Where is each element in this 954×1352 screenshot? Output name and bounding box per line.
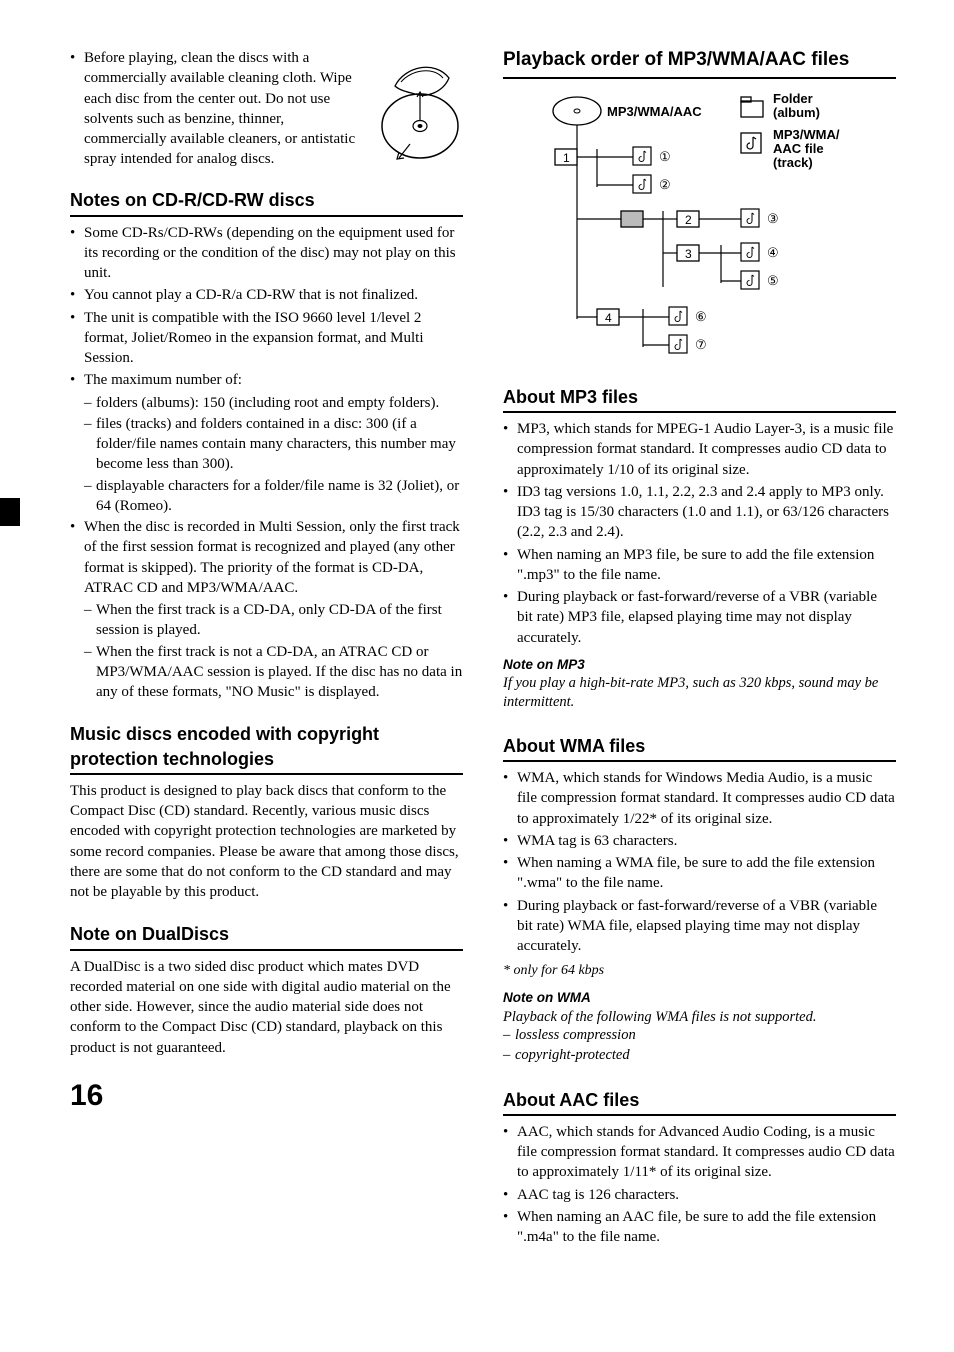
sub-bullet: –When the first track is not a CD-DA, an… [70, 642, 463, 703]
right-column: Playback order of MP3/WMA/AAC files MP3/… [503, 48, 896, 1249]
svg-text:2: 2 [685, 213, 692, 227]
sub-bullet: –files (tracks) and folders contained in… [70, 414, 463, 475]
note-list-item: –copyright-protected [503, 1046, 896, 1066]
svg-text:⑥: ⑥ [695, 309, 707, 324]
svg-text:MP3/WMA/AAC: MP3/WMA/AAC [607, 104, 702, 119]
bullet-item: •MP3, which stands for MPEG-1 Audio Laye… [503, 419, 896, 480]
page-number: 16 [70, 1076, 463, 1117]
svg-text:④: ④ [767, 245, 779, 260]
bullet-item: •AAC, which stands for Advanced Audio Co… [503, 1122, 896, 1183]
bullet-item: •When naming an AAC file, be sure to add… [503, 1207, 896, 1248]
footnote: * only for 64 kbps [503, 962, 896, 981]
bullet-marker: • [70, 48, 84, 170]
body-paragraph: This product is designed to play back di… [70, 781, 463, 903]
svg-text:③: ③ [767, 211, 779, 226]
svg-text:3: 3 [685, 247, 692, 261]
svg-text:Folder: Folder [773, 91, 813, 106]
note-body: If you play a high-bit-rate MP3, such as… [503, 674, 896, 712]
disc-wipe-icon [377, 48, 463, 174]
heading-aac: About AAC files [503, 1088, 896, 1116]
svg-text:MP3/WMA/: MP3/WMA/ [773, 127, 840, 142]
bullet-item: •You cannot play a CD-R/a CD-RW that is … [70, 285, 463, 305]
bullet-item: •When the disc is recorded in Multi Sess… [70, 517, 463, 598]
bullet-item: •The maximum number of: [70, 370, 463, 390]
heading-playback-order: Playback order of MP3/WMA/AAC files [503, 48, 896, 79]
bullet-item: • Before playing, clean the discs with a… [70, 48, 367, 170]
sub-bullet: –displayable characters for a folder/fil… [70, 476, 463, 517]
bullet-item: •WMA tag is 63 characters. [503, 831, 896, 851]
side-tab [0, 498, 20, 526]
note-list-item: –lossless compression [503, 1026, 896, 1046]
svg-text:⑤: ⑤ [767, 273, 779, 288]
svg-text:1: 1 [563, 151, 570, 165]
body-paragraph: A DualDisc is a two sided disc product w… [70, 957, 463, 1058]
svg-text:4: 4 [605, 311, 612, 325]
heading-copyright: Music discs encoded with copyright prote… [70, 722, 463, 775]
bullet-item: •During playback or fast-forward/reverse… [503, 896, 896, 957]
note-heading: Note on WMA [503, 989, 896, 1007]
left-column: • Before playing, clean the discs with a… [70, 48, 463, 1249]
playback-order-diagram: MP3/WMA/AAC Folder (album) MP3/WMA/ AAC … [525, 89, 896, 363]
heading-mp3: About MP3 files [503, 385, 896, 413]
svg-text:AAC file: AAC file [773, 141, 824, 156]
note-body: Playback of the following WMA files is n… [503, 1008, 896, 1027]
sub-bullet: –folders (albums): 150 (including root a… [70, 393, 463, 413]
bullet-item: •Some CD-Rs/CD-RWs (depending on the equ… [70, 223, 463, 284]
bullet-item: •When naming an MP3 file, be sure to add… [503, 545, 896, 586]
svg-text:(album): (album) [773, 105, 820, 120]
bullet-text: Before playing, clean the discs with a c… [84, 48, 367, 170]
heading-cdr: Notes on CD-R/CD-RW discs [70, 188, 463, 216]
bullet-item: •The unit is compatible with the ISO 966… [70, 308, 463, 369]
heading-wma: About WMA files [503, 734, 896, 762]
svg-text:⑦: ⑦ [695, 337, 707, 352]
note-heading: Note on MP3 [503, 656, 896, 674]
sub-bullet: –When the first track is a CD-DA, only C… [70, 600, 463, 641]
bullet-item: •WMA, which stands for Windows Media Aud… [503, 768, 896, 829]
bullet-item: •AAC tag is 126 characters. [503, 1185, 896, 1205]
heading-dualdiscs: Note on DualDiscs [70, 922, 463, 950]
svg-text:(track): (track) [773, 155, 813, 170]
svg-text:②: ② [659, 177, 671, 192]
two-column-layout: • Before playing, clean the discs with a… [70, 48, 896, 1249]
bullet-item: •ID3 tag versions 1.0, 1.1, 2.2, 2.3 and… [503, 482, 896, 543]
disc-cleaning-intro: • Before playing, clean the discs with a… [70, 48, 463, 174]
bullet-item: •During playback or fast-forward/reverse… [503, 587, 896, 648]
bullet-item: •When naming a WMA file, be sure to add … [503, 853, 896, 894]
svg-text:①: ① [659, 149, 671, 164]
